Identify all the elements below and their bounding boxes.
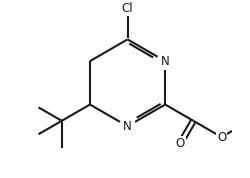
Text: Cl: Cl bbox=[122, 2, 133, 15]
Text: N: N bbox=[123, 120, 132, 133]
Text: O: O bbox=[217, 131, 226, 144]
Text: O: O bbox=[176, 137, 185, 150]
Text: N: N bbox=[161, 55, 170, 68]
